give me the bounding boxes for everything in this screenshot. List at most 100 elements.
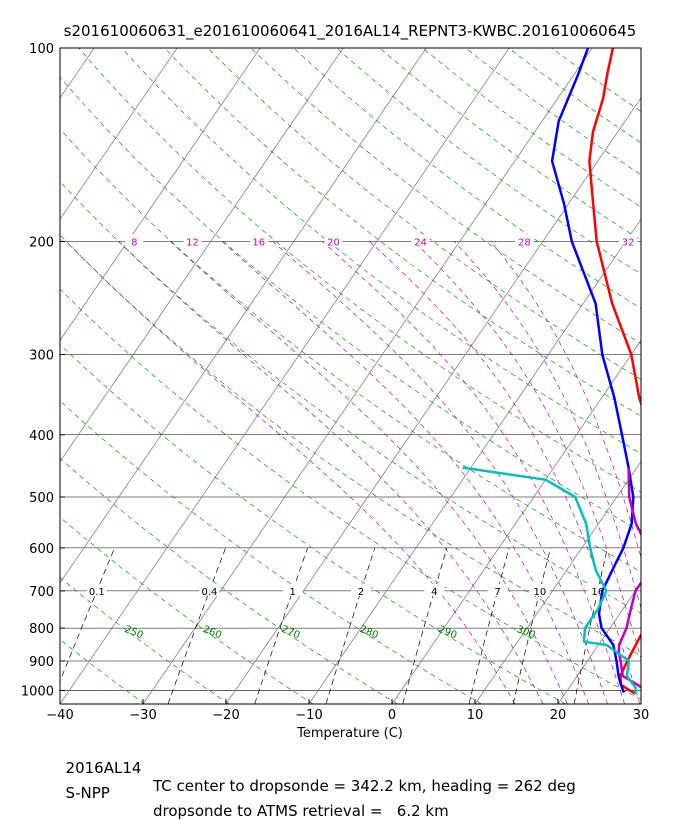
retrieval-distance-text: dropsonde to ATMS retrieval = 6.2 km — [153, 802, 449, 820]
storm-id: 2016AL14 — [65, 759, 142, 777]
mixing-ratio-label-bg — [529, 583, 550, 596]
dry-adiabat-290 — [60, 343, 566, 704]
theta-e-label: 32 — [622, 237, 635, 248]
y-tick-label: 1000 — [21, 684, 54, 699]
mixing-ratio-label: 0.4 — [201, 587, 217, 598]
mixing-ratio-label-bg — [86, 583, 107, 596]
theta-e-label-bg — [619, 234, 638, 247]
moist-adiabat-370 — [369, 241, 641, 704]
dry-adiabat-450 — [508, 48, 641, 144]
theta-e-label: 12 — [186, 237, 199, 248]
dry-adiabat-320 — [60, 181, 641, 614]
dry-adiabat-230 — [60, 703, 61, 704]
series-line-0 — [588, 48, 641, 695]
x-tick-label: 30 — [633, 708, 650, 723]
x-tick-label: −20 — [212, 708, 239, 723]
mixing-ratio-label: 2 — [358, 587, 364, 598]
chart-title: s201610060631_e201610060641_2016AL14_REP… — [63, 22, 637, 40]
x-tick-label: 20 — [550, 708, 567, 723]
isotherm--100 — [0, 48, 11, 704]
moist-adiabat-360 — [321, 241, 625, 704]
isotherm--40 — [60, 48, 510, 704]
isotherm-10 — [474, 460, 641, 704]
isotherm--60 — [60, 48, 344, 463]
dry-adiabat-300 — [60, 288, 641, 700]
y-tick-label: 400 — [29, 429, 54, 444]
plot-frame — [59, 47, 642, 705]
y-tick-label: 600 — [29, 542, 54, 557]
y-tick-label: 700 — [29, 585, 54, 600]
mixing-ratio-label-bg — [424, 583, 445, 596]
theta-e-label-bg — [249, 234, 268, 247]
dry-adiabat-440 — [465, 48, 641, 176]
isotherm--70 — [60, 48, 261, 342]
footer-line-2: S-NPP dropsonde to ATMS retrieval = 6.2 … — [56, 766, 449, 820]
dry-adiabat-250 — [60, 577, 230, 704]
dry-adiabat-360 — [121, 48, 641, 455]
isotherm-0 — [391, 339, 641, 704]
moist-adiabat-330 — [170, 241, 568, 704]
theta-e-label: 28 — [518, 237, 531, 248]
x-tick-label: −10 — [295, 708, 322, 723]
theta-e-label: 8 — [131, 237, 137, 248]
mixing-ratio-2 — [325, 547, 376, 704]
dry-adiabat-370 — [164, 48, 641, 417]
satellite-id: S-NPP — [65, 784, 110, 802]
x-tick-label: −30 — [129, 708, 156, 723]
isotherm-30 — [640, 703, 641, 704]
y-tick-label: 300 — [29, 348, 54, 363]
mixing-ratio-0.4 — [167, 547, 226, 704]
y-tick-label: 100 — [29, 42, 54, 57]
isotherms — [0, 48, 641, 704]
mixing-ratio-label: 1 — [289, 587, 295, 598]
x-tick-label: 0 — [388, 708, 396, 723]
moist-adiabat-380 — [413, 241, 641, 660]
dry-adiabat-270 — [60, 457, 398, 704]
mixing-ratio-0.1 — [60, 547, 115, 683]
dry-adiabat-380 — [207, 48, 641, 380]
dry-adiabat-420 — [379, 48, 641, 241]
dry-adiabat-label: 250 — [123, 624, 145, 641]
theta-e-label-bg — [183, 234, 202, 247]
moist-adiabats — [65, 241, 641, 704]
mixing-ratio-16 — [573, 547, 608, 704]
series-line-2 — [617, 467, 641, 689]
theta-e-label-bg — [515, 234, 534, 247]
y-tick-label: 200 — [29, 235, 54, 250]
theta-e-label-bg — [125, 234, 144, 247]
data-series — [462, 48, 641, 695]
x-tick-label: −40 — [46, 708, 73, 723]
y-tick-label: 900 — [29, 655, 54, 670]
moist-adiabat-400 — [490, 241, 641, 559]
dry-adiabat-280 — [60, 400, 482, 704]
mixing-ratio-10 — [512, 547, 551, 704]
isotherm--90 — [60, 48, 95, 99]
theta-e-label-bg — [324, 234, 343, 247]
mixing-ratio-7 — [468, 547, 510, 704]
isotherm--30 — [142, 48, 593, 704]
moist-adiabat-310 — [65, 241, 516, 704]
mixing-ratio-label: 0.1 — [89, 587, 105, 598]
mixing-ratio-lines — [60, 547, 608, 704]
mixing-ratio-1 — [254, 547, 308, 704]
dry-adiabat-label: 270 — [280, 624, 302, 641]
mixing-ratio-label-bg — [350, 583, 371, 596]
isotherm--80 — [60, 48, 178, 220]
dry-adiabat-label: 300 — [515, 624, 537, 641]
theta-e-label-bg — [411, 234, 430, 247]
mixing-ratio-4 — [402, 547, 448, 704]
footer-line-1: 2016AL14 TC center to dropsonde = 342.2 … — [56, 741, 576, 795]
dry-adiabat-350 — [78, 48, 641, 493]
mixing-ratio-label: 4 — [431, 587, 437, 598]
isotherm--50 — [60, 48, 427, 584]
mixing-ratio-label-bg — [487, 583, 508, 596]
moist-adiabat-350 — [272, 241, 608, 704]
y-tick-label: 800 — [29, 622, 54, 637]
mixing-ratio-label: 10 — [533, 587, 546, 598]
dry-adiabat-330 — [60, 128, 641, 573]
dry-adiabat-label: 280 — [358, 624, 380, 641]
mixing-ratio-label-bg — [199, 583, 220, 596]
dry-adiabats — [60, 48, 641, 704]
